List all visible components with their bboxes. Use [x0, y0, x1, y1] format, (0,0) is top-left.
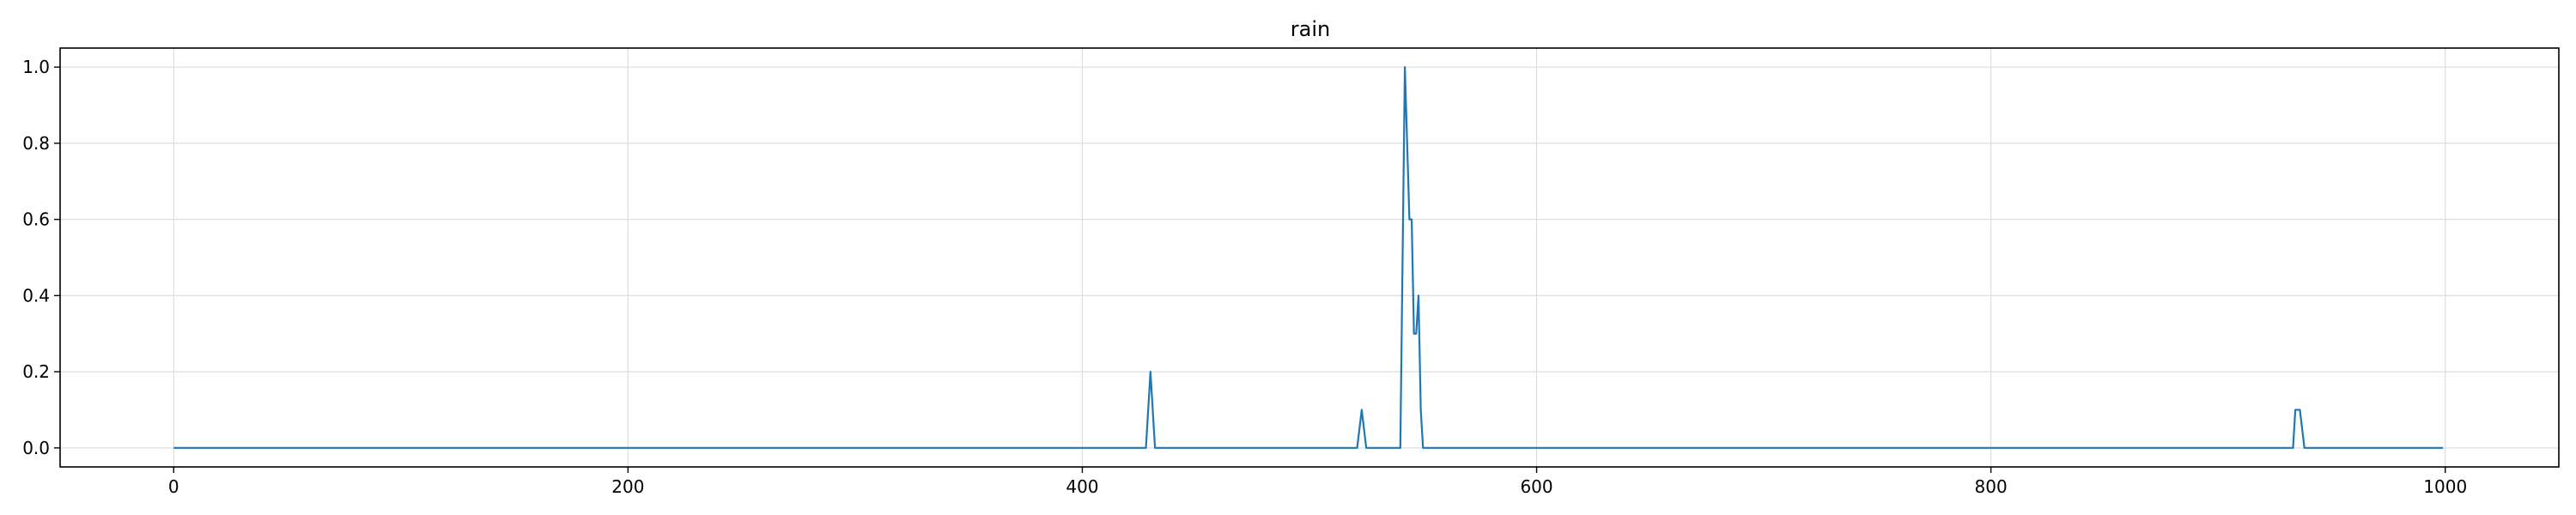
x-tick-label: 0 [168, 476, 179, 497]
x-tick-label: 1000 [2423, 476, 2467, 497]
y-tick-label: 0.2 [22, 361, 50, 382]
series-line [173, 66, 2444, 449]
plot-area [173, 66, 2444, 449]
y-tick-label: 0.0 [22, 438, 50, 458]
y-tick-label: 1.0 [22, 57, 50, 77]
grid [60, 48, 2559, 467]
y-tick-label: 0.8 [22, 133, 50, 154]
x-tick-label: 400 [1066, 476, 1098, 497]
x-tick-label: 200 [611, 476, 644, 497]
plot-frame [59, 47, 2560, 468]
y-tick-label: 0.6 [22, 209, 50, 230]
axes: 0 200 400 600 800 1000 0.0 0.2 0.4 0.6 0.8 1.0 [22, 57, 2467, 497]
chart-title: rain [1291, 17, 1330, 41]
x-tick-label: 600 [1520, 476, 1552, 497]
y-tick-label: 0.4 [22, 285, 50, 306]
x-tick-label: 800 [1975, 476, 2008, 497]
